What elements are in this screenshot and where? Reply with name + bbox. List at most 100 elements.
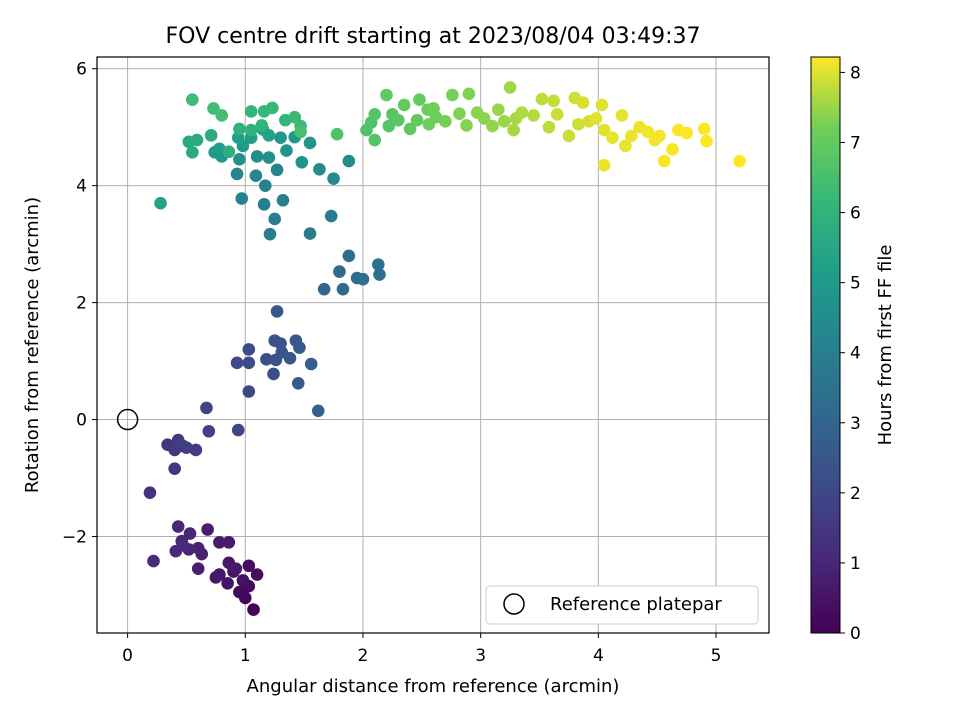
data-point	[666, 143, 679, 156]
data-point	[209, 571, 223, 584]
data-point	[200, 401, 213, 415]
data-point	[262, 151, 276, 164]
x-axis-label: Angular distance from reference (arcmin)	[247, 676, 620, 697]
data-point	[215, 109, 229, 122]
data-points	[143, 81, 746, 616]
colorbar-ticks: 0 1 2 3 4 5 6 7 8	[840, 63, 861, 644]
data-point	[595, 98, 609, 112]
data-point	[422, 117, 436, 131]
data-point	[233, 153, 246, 166]
data-point	[222, 536, 236, 549]
data-point	[255, 119, 269, 132]
data-point	[233, 585, 246, 599]
legend: Reference platepar	[485, 585, 759, 625]
data-point	[373, 268, 386, 281]
data-point	[191, 541, 205, 555]
colorbar-tick-label: 7	[850, 133, 861, 153]
data-point	[515, 106, 529, 119]
data-point	[368, 133, 382, 147]
data-point	[270, 163, 284, 177]
data-point	[342, 154, 356, 168]
data-point	[597, 158, 611, 172]
data-point	[229, 562, 243, 575]
data-point	[283, 351, 297, 365]
colorbar-tick-label: 8	[850, 63, 861, 83]
data-point	[190, 133, 204, 147]
data-point	[230, 167, 244, 181]
y-tick-label: −2	[62, 528, 87, 548]
data-point	[154, 196, 167, 210]
x-tick-label: 1	[240, 646, 251, 666]
data-point	[293, 341, 306, 354]
data-point	[527, 109, 540, 122]
plot-frame	[96, 56, 770, 634]
chart-title: FOV centre drift starting at 2023/08/04 …	[166, 24, 701, 49]
data-point	[183, 527, 197, 540]
x-tick-label: 0	[122, 646, 133, 666]
legend-marker	[503, 593, 525, 615]
data-point	[242, 356, 256, 370]
data-point	[263, 227, 277, 241]
data-point	[542, 120, 556, 134]
data-point	[304, 357, 318, 371]
data-point	[176, 538, 190, 552]
data-point	[462, 87, 476, 101]
data-point	[562, 129, 576, 143]
grid-lines	[97, 57, 769, 633]
data-point	[733, 154, 746, 168]
data-point	[535, 92, 549, 106]
data-point	[266, 101, 279, 115]
legend-label: Reference platepar	[550, 594, 722, 615]
data-point	[446, 88, 459, 102]
x-tick-label: 3	[475, 646, 486, 666]
data-point	[260, 353, 273, 366]
data-point	[597, 123, 611, 137]
data-point	[191, 562, 205, 575]
data-point	[403, 122, 417, 136]
y-axis-ticks: −2 0 2 4 6	[62, 60, 97, 548]
data-point	[171, 520, 185, 533]
data-point	[336, 282, 350, 296]
data-point	[576, 96, 590, 109]
data-point	[231, 423, 245, 437]
data-point	[327, 172, 340, 185]
data-point	[397, 98, 411, 112]
data-point	[295, 155, 309, 169]
reference-platepar-marker	[116, 408, 139, 431]
data-point	[143, 486, 157, 499]
data-point	[247, 603, 260, 616]
data-point	[547, 94, 560, 108]
data-point	[235, 192, 249, 205]
data-point	[202, 424, 216, 438]
data-point	[294, 125, 307, 139]
colorbar-tick-label: 4	[850, 344, 861, 364]
data-point	[280, 144, 293, 157]
colorbar-tick-label: 1	[850, 554, 861, 574]
data-point	[186, 146, 199, 159]
data-point	[317, 282, 331, 296]
data-point	[250, 568, 264, 581]
data-point	[250, 150, 264, 163]
data-point	[311, 404, 325, 418]
data-point	[189, 443, 203, 457]
data-point	[201, 523, 214, 536]
data-point	[410, 113, 424, 127]
data-point	[147, 554, 160, 568]
data-point	[368, 108, 382, 121]
data-point	[492, 103, 505, 116]
data-point	[382, 119, 396, 133]
data-point	[258, 179, 272, 192]
data-point	[186, 93, 199, 106]
data-point	[303, 227, 317, 240]
data-point	[700, 134, 713, 148]
y-tick-label: 0	[76, 411, 87, 431]
data-point	[242, 559, 256, 573]
x-tick-label: 2	[358, 646, 369, 666]
data-point	[503, 81, 517, 94]
data-point	[615, 109, 629, 122]
data-point	[477, 112, 491, 125]
data-point	[249, 169, 263, 183]
data-point	[333, 265, 346, 278]
colorbar-tick-label: 5	[850, 274, 861, 294]
data-point	[257, 198, 271, 211]
